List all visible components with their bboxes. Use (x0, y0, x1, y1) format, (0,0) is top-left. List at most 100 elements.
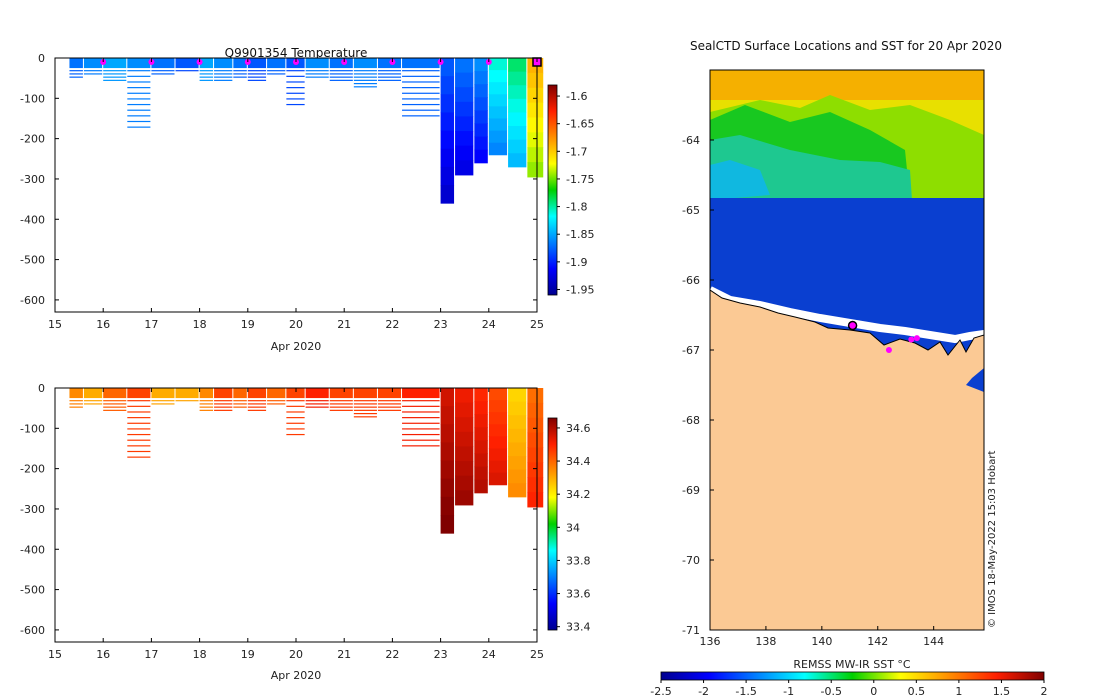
antarctic-land (710, 289, 984, 630)
sst-colorbar-tick-label: -0.5 (820, 685, 841, 698)
x-tick-label: 17 (144, 318, 158, 331)
profile-cell (488, 460, 508, 474)
profile-cell (508, 58, 527, 73)
profile-cell (455, 116, 474, 132)
profile-cell (474, 414, 488, 428)
profile-sample (103, 73, 127, 75)
profile-cell (488, 70, 508, 83)
profile-cell (455, 145, 474, 161)
profile-cell (455, 388, 474, 404)
profile-sample (199, 400, 214, 402)
profile-cell (488, 58, 508, 71)
profile-cell (488, 388, 508, 401)
profile-sample (127, 70, 151, 72)
temperature-colorbar (547, 84, 558, 296)
profile-cell (440, 58, 455, 77)
profile-sample (127, 87, 151, 89)
profile-sample (247, 76, 267, 78)
profile-sample (402, 433, 440, 436)
profile-sample (151, 70, 175, 72)
profile-sample (175, 400, 199, 402)
profile-sample (127, 456, 151, 458)
x-tick-label: 15 (48, 318, 62, 331)
profile-sample (402, 400, 440, 402)
profile-cell (199, 58, 214, 69)
sst-colorbar-tick-label: -2.5 (650, 685, 671, 698)
profile-cell (329, 388, 353, 399)
profile-cell (527, 117, 544, 133)
profile-sample (286, 103, 305, 106)
profile-sample (286, 428, 305, 430)
profile-sample (127, 439, 151, 441)
sst-colorbar-tick-label: -1.5 (735, 685, 756, 698)
profile-cell (247, 58, 267, 69)
profile-cell (455, 87, 474, 103)
profile-cell (527, 477, 544, 493)
sst-field (710, 70, 984, 630)
profile-sample (305, 406, 329, 408)
profile-cell (455, 475, 474, 491)
profile-sample (199, 403, 214, 405)
profile-sample (103, 406, 127, 408)
profile-sample (353, 403, 377, 405)
sst-colorbar-label: REMSS MW-IR SST °C (793, 658, 911, 671)
profile-cell (175, 58, 199, 69)
profile-cell (474, 453, 488, 468)
profile-sample (214, 409, 233, 411)
colorbar-tick-label: 33.4 (566, 621, 591, 634)
profile-cell (353, 58, 377, 69)
profile-sample (69, 73, 83, 75)
profile-cell (329, 58, 353, 69)
profile-sample (286, 81, 305, 83)
map-y-tick-label: -67 (682, 344, 700, 357)
profile-cell (488, 94, 508, 107)
profile-sample (214, 73, 233, 75)
profile-cell (455, 72, 474, 88)
profile-sample (199, 76, 214, 78)
profile-sample (353, 79, 377, 81)
sst-east-patch (966, 368, 984, 392)
profile-sample (83, 400, 103, 402)
profile-sample (214, 406, 233, 408)
x-tick-label: 25 (530, 648, 544, 661)
profile-cell (474, 466, 488, 481)
profile-sample (127, 445, 151, 447)
profile-sample (267, 73, 286, 75)
profile-sample (286, 70, 305, 72)
profile-sample (286, 433, 305, 436)
x-tick-label: 19 (241, 318, 255, 331)
profile-sample (377, 403, 402, 405)
colorbar-tick-label: 33.8 (566, 554, 591, 567)
salinity-panel: 15 16 17 18 19 20 21 22 23 24 25 0 -100 -200 -300 -400 -… (20, 382, 590, 682)
profile-cell (199, 388, 214, 399)
profile-cell (151, 388, 175, 399)
sst-colorbar-ticks: -2.5 -2 -1.5 -1 -0.5 0 0.5 1 1.5 2 (650, 680, 1048, 698)
profile-cell (377, 388, 402, 399)
profile-sample (127, 109, 151, 111)
profile-cell (508, 428, 527, 443)
profile-sample (305, 76, 329, 78)
x-tick-label: 16 (96, 318, 110, 331)
profile-cell (474, 71, 488, 85)
profile-cell (508, 85, 527, 100)
profile-cell (103, 388, 127, 399)
profile-sample (127, 417, 151, 419)
x-tick-label: 15 (48, 648, 62, 661)
profile-cell (474, 427, 488, 441)
map-y-tick-label: -70 (682, 554, 700, 567)
y-tick-label: -600 (20, 294, 45, 307)
colorbar-tick-label: -1.8 (566, 201, 587, 214)
profile-cell (474, 479, 488, 494)
map-x-tick-label: 138 (755, 635, 776, 648)
profile-cell (474, 388, 488, 402)
profile-cell (127, 58, 151, 69)
sst-colorbar-tick-label: 2 (1041, 685, 1048, 698)
profile-sample (286, 98, 305, 100)
profile-cell (455, 402, 474, 418)
profile-cell (247, 388, 267, 399)
profile-sample (402, 70, 440, 72)
profile-sample (83, 403, 103, 405)
x-tick-label: 17 (144, 648, 158, 661)
x-tick-label: 23 (434, 318, 448, 331)
